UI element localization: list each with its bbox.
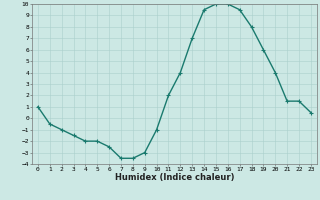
X-axis label: Humidex (Indice chaleur): Humidex (Indice chaleur) (115, 173, 234, 182)
